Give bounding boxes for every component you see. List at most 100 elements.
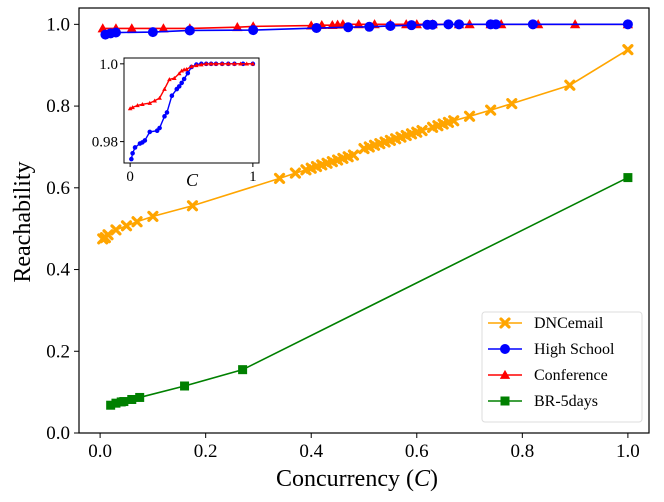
inset-x-tick-label: 1 [249, 169, 257, 185]
y-tick-label: 1.0 [46, 14, 70, 35]
data-point-dncemail [289, 167, 301, 179]
data-point-conference [126, 23, 137, 33]
data-point-high-school [622, 19, 633, 30]
legend-marker-conference [499, 369, 511, 379]
series-dncemail [97, 44, 634, 245]
x-tick-label: 0.6 [405, 441, 429, 462]
inset-axes: 0 1 0.98 1.0 [92, 57, 257, 185]
data-point-dncemail [485, 104, 497, 116]
x-tick-label: 0.2 [194, 441, 218, 462]
inset-y-tick-label: 0.98 [92, 135, 118, 151]
inset-x-axis-title: C [186, 170, 199, 190]
legend-marker-high-school [500, 344, 510, 354]
inset-data-point-conference [199, 62, 204, 67]
inset-data-point-high-school [169, 93, 175, 99]
inset-data-point-high-school [130, 150, 135, 156]
inset-data-point-conference [172, 75, 177, 80]
data-point-dncemail [448, 115, 460, 127]
legend-label-dncemail: DNCemail [534, 315, 604, 332]
y-axis-title: Reachability [10, 161, 36, 282]
inset-data-point-high-school [179, 80, 184, 86]
inset-data-point-conference [179, 68, 184, 73]
series-high-school [100, 19, 633, 40]
inset-data-point-high-school [154, 128, 160, 134]
data-point-br-5days [111, 398, 121, 408]
data-point-dncemail [564, 79, 576, 91]
data-point-dncemail [622, 44, 634, 56]
y-tick-label: 0.2 [46, 341, 70, 362]
y-tick-label: 0.0 [46, 423, 70, 444]
plot-area [78, 7, 650, 434]
data-point-br-5days [135, 392, 145, 402]
data-point-high-school [311, 23, 322, 34]
data-point-high-school [527, 19, 538, 30]
inset-data-point-conference [184, 66, 189, 72]
data-point-dncemail [347, 149, 360, 161]
data-point-br-5days [623, 173, 633, 183]
inset-data-point-conference [127, 106, 133, 111]
series-layer [97, 19, 634, 410]
inset-data-point-conference [208, 61, 214, 66]
x-tick-label: 0.0 [88, 441, 112, 462]
inset-data-point-conference [226, 61, 231, 66]
data-point-high-school [110, 27, 121, 38]
data-point-dncemail [186, 200, 199, 212]
legend-marker-dncemail [499, 317, 511, 329]
data-point-conference [158, 23, 169, 33]
data-point-dncemail [416, 125, 428, 137]
data-point-br-5days [119, 397, 129, 407]
inset-data-point-conference [152, 98, 157, 103]
data-point-high-school [427, 19, 438, 30]
inset-data-point-conference [157, 95, 162, 100]
inset-data-point-conference [244, 61, 250, 66]
inset-data-point-conference [162, 86, 167, 91]
inset-data-point-conference [189, 64, 194, 69]
inset-data-point-high-school [142, 138, 148, 143]
legend-item-dncemail: DNCemail [488, 315, 604, 332]
data-point-dncemail [120, 220, 133, 232]
inset-data-point-conference [147, 100, 153, 105]
inset-data-point-high-school [147, 129, 153, 135]
inset-data-point-conference [219, 61, 225, 66]
y-tick-label: 0.8 [46, 96, 70, 117]
inset-series-conference [127, 61, 256, 111]
y-tick-label: 0.6 [46, 178, 70, 199]
data-point-dncemail [463, 110, 476, 122]
data-point-br-5days [180, 381, 190, 391]
inset-data-point-conference [250, 61, 256, 66]
inset-data-point-conference [130, 105, 135, 110]
inset-data-point-high-school [174, 86, 180, 92]
x-tick-label: 0.8 [510, 441, 534, 462]
inset-series-layer [127, 61, 256, 162]
data-point-dncemail [273, 172, 286, 184]
inset-plot-area [123, 57, 260, 164]
series-br-5days [106, 173, 633, 410]
data-point-br-5days [127, 394, 137, 404]
data-point-high-school [406, 20, 417, 31]
legend: DNCemail High School Conference BR-5days [481, 311, 643, 423]
data-point-high-school [364, 21, 375, 32]
legend-item-conference: Conference [488, 367, 608, 384]
x-axis-title-prefix: Concurrency ( [276, 466, 414, 492]
data-point-high-school [343, 22, 354, 33]
inset-data-point-high-school [132, 145, 138, 150]
legend-label-br-5days: BR-5days [534, 393, 598, 410]
inset-x-tick-label: 0 [126, 169, 134, 185]
inset-data-point-high-school [164, 110, 170, 115]
inset-data-point-high-school [157, 125, 162, 131]
data-point-high-school [184, 25, 195, 36]
inset-data-point-conference [232, 61, 237, 66]
x-axis-title: Concurrency (C) [276, 466, 438, 492]
y-axis: 0.0 0.2 0.4 0.6 0.8 1.0 [46, 14, 79, 444]
inset-data-point-conference [167, 77, 172, 82]
data-point-dncemail [110, 224, 122, 236]
inset-data-point-conference [238, 61, 243, 66]
inset-data-point-conference [203, 61, 209, 66]
inset-data-point-high-school [176, 84, 182, 89]
inset-data-point-high-school [181, 76, 187, 82]
legend-label-conference: Conference [534, 367, 608, 384]
inset-data-point-conference [194, 63, 199, 68]
legend-item-high-school: High School [488, 341, 615, 358]
data-point-dncemail [131, 216, 143, 228]
